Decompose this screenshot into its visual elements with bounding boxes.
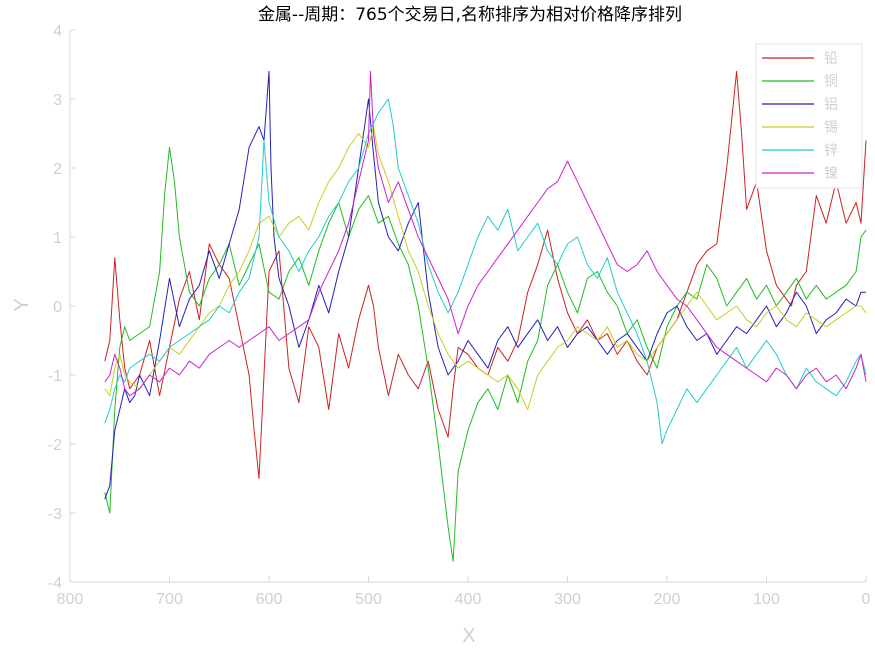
x-tick-label: 700 (156, 591, 183, 608)
y-tick-label: 3 (53, 92, 62, 109)
series-line-3 (104, 126, 867, 410)
y-tick-label: -1 (48, 368, 62, 385)
x-tick-label: 400 (455, 591, 482, 608)
legend-label-0: 铅 (824, 51, 838, 67)
y-tick-label: -2 (48, 437, 62, 454)
series-line-0 (104, 70, 867, 479)
y-tick-label: 2 (53, 161, 62, 178)
series-line-4 (104, 98, 867, 445)
y-tick-label: 4 (53, 23, 62, 40)
y-tick-label: 0 (53, 299, 62, 316)
series-line-1 (104, 146, 867, 562)
y-tick-label: -3 (48, 506, 62, 523)
series-line-2 (104, 70, 866, 500)
y-tick-label: -4 (48, 575, 62, 592)
series-line-5 (104, 70, 867, 397)
x-tick-label: 200 (654, 591, 681, 608)
legend-box (755, 43, 863, 189)
x-tick-label: 100 (753, 591, 780, 608)
legend-label-5: 镍 (824, 166, 838, 182)
x-tick-label: 500 (355, 591, 382, 608)
x-tick-label: 800 (57, 591, 84, 608)
y-axis-title: Y (11, 298, 33, 311)
axes: 800 700 600 500 400 300 200 100 0 4 3 2 1 0 -1 -2 -3 -4 (48, 23, 871, 608)
legend-label-4: 锌 (824, 143, 838, 159)
chart-title: 金属--周期：765个交易日,名称排序为相对价格降序排列 (258, 5, 682, 25)
x-axis-title: X (462, 625, 475, 647)
legend-label-3: 锡 (824, 120, 838, 136)
x-tick-label: 0 (862, 591, 871, 608)
x-tick-label: 300 (554, 591, 581, 608)
legend-label-2: 铝 (824, 97, 838, 113)
series-layer (104, 70, 867, 562)
x-tick-label: 600 (256, 591, 283, 608)
y-tick-label: 1 (53, 230, 62, 247)
legend-label-1: 铜 (824, 74, 838, 90)
